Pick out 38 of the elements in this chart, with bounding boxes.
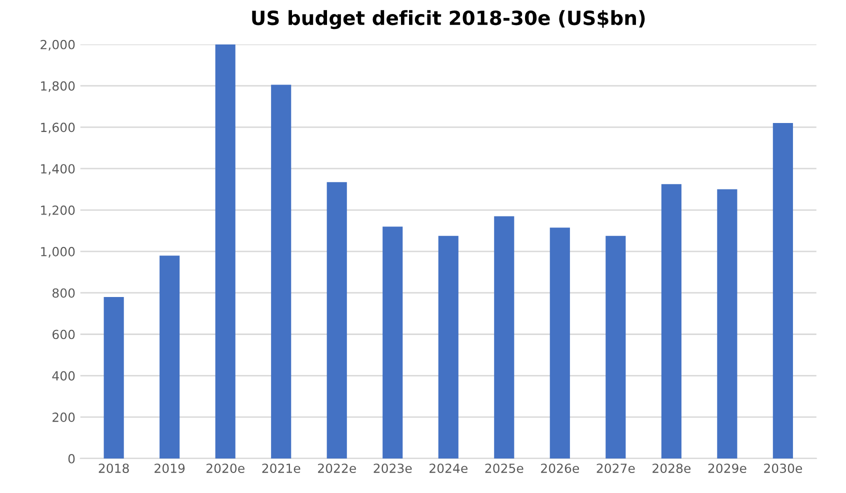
chart-title: US budget deficit 2018-30e (US$bn)	[252, 10, 645, 30]
x-tick-label: 2024e	[430, 464, 468, 474]
y-tick-label: 2,000	[40, 40, 75, 51]
bar	[382, 226, 403, 458]
y-tick-label: 1,000	[41, 246, 75, 258]
x-tick-label: 2028e	[652, 464, 690, 474]
y-tick-label: 1,200	[41, 205, 75, 216]
bar	[326, 182, 347, 458]
bar	[661, 184, 682, 458]
bar	[271, 84, 292, 458]
bar	[772, 123, 793, 458]
bar	[494, 216, 514, 458]
bar	[215, 44, 236, 458]
y-tick-label: 1,800	[41, 81, 75, 92]
bar	[160, 256, 180, 458]
bar	[104, 296, 124, 458]
x-tick-label: 2023e	[374, 464, 412, 474]
y-tick-label: 400	[52, 371, 75, 381]
x-tick-label: 2020e	[206, 464, 244, 474]
y-tick-label: 600	[52, 330, 75, 340]
x-tick-label: 2018	[98, 464, 129, 474]
bar	[717, 189, 738, 458]
y-tick-label: 200	[52, 412, 75, 422]
x-tick-label: 2030e	[764, 464, 802, 474]
y-tick-label: 800	[52, 288, 75, 298]
y-tick-label: 1,600	[41, 122, 75, 134]
x-tick-label: 2025e	[485, 464, 524, 474]
x-tick-label: 2029e	[708, 464, 746, 474]
bar	[606, 236, 626, 458]
x-tick-label: 2027e	[596, 464, 635, 474]
x-tick-label: 2026e	[541, 464, 579, 474]
y-tick-label: 1,400	[41, 164, 75, 175]
x-tick-label: 2022e	[318, 464, 356, 474]
bar	[550, 228, 570, 458]
x-tick-label: 2019	[154, 464, 185, 474]
bar	[438, 236, 458, 458]
y-tick-label: 0	[68, 454, 75, 464]
x-tick-label: 2021e	[262, 464, 300, 474]
